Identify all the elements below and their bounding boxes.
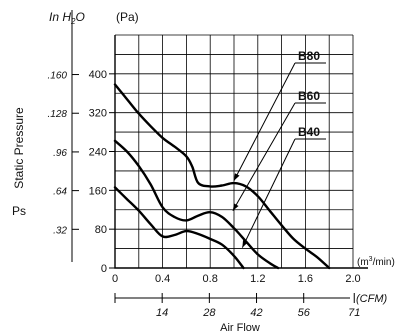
secondary-y-tick-label: .32	[53, 225, 67, 236]
secondary-x-tick-labels: 14 28 42 56 71	[156, 293, 360, 319]
secondary-y-tick-label: .128	[48, 109, 68, 120]
x-tick-label: 0.4	[155, 273, 170, 285]
primary-x-unit-label: (m3/min)	[357, 256, 395, 268]
plot-grid	[115, 34, 354, 268]
secondary-y-tick-labels: .32 .64 .96 .128 .160	[48, 71, 79, 236]
annotation-leader	[241, 138, 296, 248]
annotation-arrowhead	[234, 173, 240, 181]
primary-y-unit-label: (Pa)	[116, 10, 139, 24]
secondary-x-tick-label: 14	[156, 307, 168, 319]
annotation-leader	[232, 102, 296, 211]
y-tick-label: 320	[89, 108, 107, 120]
x-tick-label: 1.2	[250, 273, 265, 285]
series-annotations: B80 B60 B40	[232, 49, 326, 248]
y-tick-label: 0	[101, 263, 107, 275]
x-axis-title: Air Flow	[220, 322, 260, 334]
x-tick-label: 2.0	[345, 273, 360, 285]
x-tick-labels: 0 0.4 0.8 1.2 1.6 2.0	[112, 273, 361, 285]
y-tick-label: 400	[89, 69, 107, 81]
secondary-x-tick-label: 28	[202, 307, 216, 319]
secondary-x-tick-label: 71	[348, 307, 360, 319]
series-line-b60	[113, 139, 280, 270]
y-tick-label: 80	[95, 224, 107, 236]
annotation-b80: B80	[233, 49, 326, 181]
secondary-y-unit-label: In H2O	[49, 10, 85, 26]
annotation-b60: B60	[232, 89, 326, 211]
secondary-x-tick-label: 42	[250, 307, 262, 319]
secondary-y-tick-label: .160	[48, 71, 68, 82]
secondary-y-tick-label: .64	[53, 187, 67, 198]
x-tick-label: 0.8	[203, 273, 218, 285]
secondary-x-unit-label: (CFM)	[356, 293, 387, 305]
annotation-label: B60	[298, 89, 320, 103]
x-tick-label: 0	[112, 273, 118, 285]
y-tick-label: 240	[89, 147, 107, 159]
secondary-y-tick-label: .96	[53, 148, 67, 159]
annotation-label: B80	[298, 49, 320, 63]
y-tick-label: 160	[89, 185, 107, 197]
annotation-leader	[233, 62, 296, 181]
x-tick-label: 1.6	[298, 273, 313, 285]
annotation-arrowhead	[232, 203, 239, 211]
y-tick-labels: 0 80 160 240 320 400	[89, 69, 115, 275]
series-line-b80	[113, 83, 331, 270]
annotation-arrowhead	[242, 240, 248, 248]
y-axis-title: Static Pressure	[12, 107, 26, 189]
y-axis-symbol: Ps	[12, 204, 26, 218]
series-line-b40	[113, 186, 245, 270]
annotation-b40: B40	[241, 125, 326, 248]
secondary-x-tick-label: 56	[298, 307, 311, 319]
annotation-label: B40	[298, 125, 320, 139]
data-series	[113, 83, 331, 270]
